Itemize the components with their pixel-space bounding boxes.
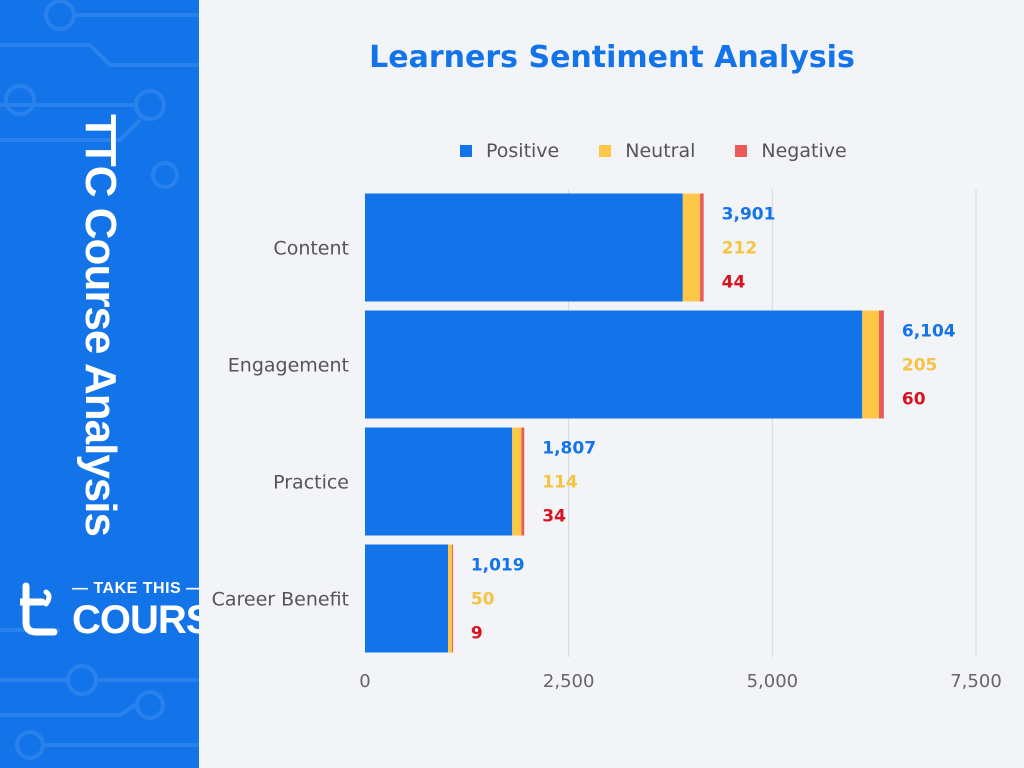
data-label-positive-2: 1,807	[542, 439, 596, 459]
logo: — TAKE THIS — COURSE	[20, 578, 199, 644]
bar-neutral-2	[512, 427, 522, 536]
sidebar: TTC Course Analysis — TAKE THIS — COURSE	[0, 0, 199, 768]
circuit-pattern	[0, 0, 199, 760]
data-label-negative-2: 34	[542, 507, 566, 527]
x-tick-label-3: 7,500	[950, 671, 1002, 692]
data-label-negative-1: 60	[902, 390, 926, 410]
bar-neutral-1	[862, 310, 879, 419]
bar-positive-1	[365, 310, 863, 419]
data-label-neutral-3: 50	[471, 590, 495, 610]
x-tick-label-2: 5,000	[747, 671, 799, 692]
data-label-positive-0: 3,901	[722, 205, 776, 225]
bar-negative-1	[878, 310, 884, 419]
x-tick-label-1: 2,500	[543, 671, 595, 692]
bar-neutral-0	[682, 193, 701, 302]
bar-negative-2	[521, 427, 525, 536]
data-label-neutral-1: 205	[902, 356, 938, 376]
category-label-1: Engagement	[228, 355, 349, 377]
legend-label-neutral: Neutral	[625, 140, 696, 162]
bar-neutral-3	[448, 544, 453, 653]
category-label-0: Content	[273, 238, 349, 260]
chart-title: Learners Sentiment Analysis	[369, 40, 855, 75]
data-label-positive-1: 6,104	[902, 322, 956, 342]
x-tick-label-0: 0	[359, 671, 370, 692]
bar-positive-0	[365, 193, 683, 302]
legend-swatch-positive	[460, 145, 472, 157]
bar-positive-3	[365, 544, 449, 653]
legend: Positive Neutral Negative	[460, 140, 887, 162]
t-letter-icon	[20, 582, 58, 636]
category-label-2: Practice	[273, 472, 349, 494]
legend-neutral: Neutral	[599, 140, 695, 162]
bar-negative-0	[700, 193, 704, 302]
bar-positive-2	[365, 427, 513, 536]
legend-negative: Negative	[735, 140, 847, 162]
legend-positive: Positive	[460, 140, 559, 162]
data-label-positive-3: 1,019	[471, 556, 525, 576]
legend-swatch-negative	[735, 145, 748, 157]
data-label-neutral-0: 212	[722, 239, 758, 259]
logo-line1: — TAKE THIS —	[72, 580, 199, 597]
bar-negative-3	[452, 544, 454, 653]
category-label-3: Career Benefit	[212, 589, 349, 611]
legend-label-positive: Positive	[486, 140, 560, 162]
legend-label-negative: Negative	[761, 140, 847, 162]
logo-line2: COURSE	[72, 598, 199, 642]
data-label-negative-3: 9	[471, 624, 483, 644]
data-label-negative-0: 44	[722, 273, 746, 293]
legend-swatch-neutral	[599, 145, 612, 157]
data-label-neutral-2: 114	[542, 473, 578, 493]
